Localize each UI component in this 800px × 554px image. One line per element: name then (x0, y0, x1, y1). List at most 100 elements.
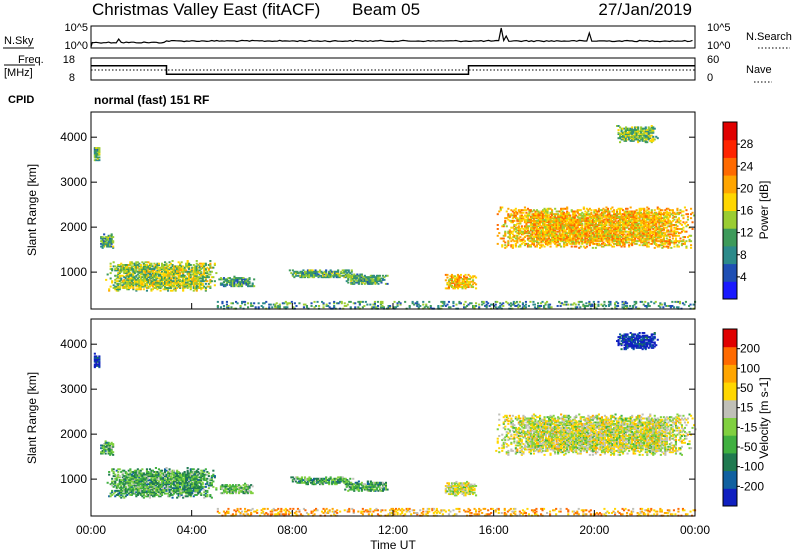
heatmap-cell (338, 273, 341, 276)
heatmap-cell (581, 224, 584, 226)
heatmap-cell (671, 237, 674, 240)
heatmap-cell (227, 306, 230, 309)
heatmap-cell (590, 241, 593, 244)
heatmap-cell (176, 280, 179, 283)
heatmap-cell (110, 452, 113, 455)
heatmap-cell (603, 209, 607, 212)
heatmap-cell (543, 238, 546, 241)
heatmap-cell (549, 234, 552, 237)
heatmap-cell (450, 282, 454, 284)
heatmap-cell (124, 276, 127, 279)
heatmap-cell (641, 215, 644, 218)
heatmap-cell (622, 226, 625, 229)
heatmap-cell (652, 138, 655, 141)
heatmap-cell (100, 236, 103, 239)
heatmap-cell (156, 277, 159, 280)
heatmap-cell (600, 213, 604, 216)
heatmap-cell (646, 134, 649, 137)
heatmap-cell (251, 305, 254, 307)
heatmap-cell (652, 237, 655, 240)
heatmap-cell (603, 222, 607, 225)
heatmap-cell (637, 224, 640, 226)
heatmap-cell (605, 238, 608, 241)
heatmap-cell (542, 236, 545, 239)
heatmap-cell (640, 233, 643, 236)
power-colorbar-title: Power [dB] (757, 181, 771, 240)
heatmap-cell (506, 302, 509, 305)
heatmap-cell (145, 278, 149, 281)
heatmap-cell (212, 266, 215, 269)
heatmap-cell (620, 233, 623, 236)
heatmap-cell (165, 272, 168, 275)
heatmap-cell (655, 211, 658, 214)
heatmap-cell (517, 218, 520, 221)
heatmap-cell (640, 240, 643, 243)
heatmap-cell (590, 219, 593, 222)
heatmap-cell (638, 209, 641, 212)
heatmap-cell (629, 219, 632, 222)
heatmap-cell (594, 210, 597, 213)
heatmap-cell (507, 213, 510, 216)
heatmap-cell (200, 277, 203, 280)
heatmap-cell (622, 240, 625, 243)
heatmap-cell (555, 236, 558, 239)
heatmap-cell (106, 244, 109, 247)
heatmap-cell (164, 281, 167, 284)
heatmap-cell (540, 221, 543, 224)
heatmap-cell (151, 276, 155, 279)
heatmap-cell (426, 306, 429, 309)
heatmap-cell (289, 302, 292, 305)
heatmap-cell (162, 277, 165, 280)
heatmap-cell (281, 302, 284, 305)
heatmap-cell (572, 234, 575, 237)
heatmap-cell (665, 215, 668, 218)
heatmap-cell (623, 241, 626, 244)
heatmap-cell (159, 284, 162, 287)
heatmap-cell (114, 278, 117, 281)
heatmap-cell (157, 281, 161, 284)
heatmap-cell (633, 300, 636, 303)
heatmap-cell (655, 238, 658, 241)
heatmap-cell (98, 356, 101, 359)
heatmap-cell (576, 241, 579, 244)
heatmap-cell (384, 274, 388, 277)
nave-right-tick-bottom: 0 (707, 72, 713, 84)
heatmap-cell (306, 272, 310, 275)
heatmap-cell (151, 269, 155, 272)
heatmap-cell (673, 215, 676, 218)
heatmap-cell (95, 153, 98, 156)
heatmap-cell (139, 281, 142, 284)
heatmap-cell (653, 241, 656, 244)
date-label: 27/Jan/2019 (598, 0, 692, 19)
heatmap-cell (396, 305, 399, 307)
heatmap-cell (504, 234, 507, 237)
heatmap-cell (297, 272, 301, 275)
heatmap-cell (560, 234, 563, 237)
heatmap-cell (680, 214, 684, 217)
heatmap-cell (339, 300, 342, 303)
heatmap-cell (233, 283, 236, 286)
heatmap-cell (144, 277, 147, 280)
heatmap-cell (609, 215, 613, 218)
heatmap-cell (546, 210, 549, 213)
heatmap-cell (578, 224, 581, 226)
heatmap-cell (101, 246, 104, 249)
heatmap-cell (552, 241, 555, 244)
heatmap-cell (322, 276, 325, 279)
heatmap-cell (493, 305, 496, 307)
heatmap-cell (631, 236, 634, 239)
heatmap-cell (664, 222, 667, 225)
heatmap-cell (98, 148, 101, 151)
heatmap-cell (373, 302, 377, 305)
heatmap-cell (653, 217, 656, 220)
heatmap-cell (393, 300, 396, 303)
heatmap-cell (101, 237, 104, 240)
heatmap-cell (652, 213, 655, 216)
heatmap-cell (629, 213, 632, 216)
heatmap-cell (569, 230, 572, 233)
heatmap-cell (372, 274, 376, 277)
heatmap-cell (572, 236, 575, 239)
heatmap-cell (548, 230, 551, 233)
heatmap-cell (584, 225, 587, 228)
heatmap-cell (656, 244, 659, 247)
